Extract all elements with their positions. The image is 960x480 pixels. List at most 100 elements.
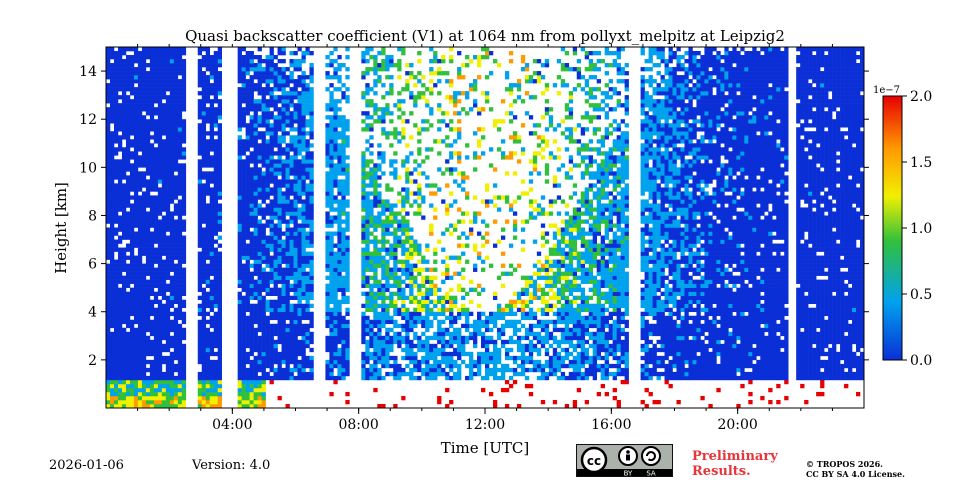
heatmap-cell [145, 247, 151, 252]
heatmap-cell [237, 367, 242, 373]
heatmap-cell [237, 167, 242, 172]
heatmap-cell [217, 187, 222, 192]
heatmap-cell [273, 251, 278, 256]
heatmap-cell [333, 139, 338, 144]
heatmap-cell [273, 207, 278, 212]
heatmap-cell [157, 375, 163, 381]
heatmap-cell [401, 135, 406, 140]
heatmap-cell [157, 303, 163, 309]
heatmap-cell [117, 119, 123, 124]
heatmap-cell [201, 331, 207, 337]
heatmap-cell [245, 343, 250, 349]
heatmap-cell [325, 371, 330, 377]
heatmap-cell [385, 199, 390, 204]
heatmap-cell [161, 399, 167, 405]
heatmap-cell [201, 123, 207, 128]
heatmap-cell [137, 147, 143, 152]
heatmap-cell [329, 123, 334, 128]
heatmap-cell [389, 319, 394, 325]
heatmap-cell [277, 319, 282, 325]
heatmap-cell [421, 295, 426, 300]
heatmap-cell [373, 271, 378, 276]
heatmap-cell [277, 351, 282, 357]
heatmap-cell [173, 135, 179, 140]
heatmap-cell [153, 355, 159, 361]
heatmap-cell [177, 47, 183, 52]
heatmap-cell [165, 183, 171, 188]
heatmap-cell [173, 195, 179, 200]
heatmap-cell [297, 75, 302, 80]
heatmap-cell [345, 167, 350, 172]
heatmap-cell [149, 327, 155, 333]
heatmap-cell [369, 295, 374, 300]
heatmap-cell [129, 255, 135, 260]
heatmap-cell [201, 163, 207, 168]
heatmap-cell [213, 283, 219, 288]
heatmap-cell [273, 271, 278, 276]
heatmap-cell [217, 403, 222, 408]
heatmap-cell [397, 75, 402, 80]
heatmap-cell [417, 95, 422, 100]
heatmap-cell [177, 243, 183, 248]
heatmap-cell [381, 95, 386, 100]
heatmap-cell [205, 107, 211, 112]
heatmap-cell [285, 91, 290, 96]
heatmap-cell [401, 207, 406, 212]
heatmap-cell [261, 367, 266, 373]
heatmap-cell [397, 287, 402, 292]
heatmap-cell [169, 83, 175, 88]
heatmap-cell [217, 111, 222, 116]
heatmap-cell [377, 251, 382, 256]
heatmap-cell [213, 219, 219, 224]
heatmap-cell [257, 279, 262, 284]
heatmap-cell [277, 199, 282, 204]
heatmap-cell [245, 139, 250, 144]
heatmap-cell [125, 47, 131, 52]
heatmap-cell [333, 179, 338, 184]
heatmap-cell [209, 247, 215, 252]
heatmap-cell [245, 183, 250, 188]
heatmap-cell [113, 283, 119, 288]
heatmap-cell [129, 103, 135, 108]
heatmap-cell [109, 131, 115, 136]
heatmap-cell [257, 387, 262, 393]
heatmap-cell [145, 343, 151, 349]
heatmap-cell [297, 135, 302, 140]
heatmap-cell [373, 167, 378, 172]
heatmap-cell [253, 367, 258, 373]
heatmap-cell [249, 335, 254, 341]
heatmap-cell [213, 255, 219, 260]
heatmap-cell [281, 95, 286, 100]
heatmap-cell [121, 375, 127, 381]
heatmap-cell [269, 103, 274, 108]
heatmap-cell [309, 75, 314, 80]
heatmap-cell [109, 347, 115, 353]
heatmap-cell [297, 59, 302, 64]
heatmap-cell [301, 147, 306, 152]
heatmap-cell [237, 211, 242, 216]
heatmap-cell [297, 295, 302, 300]
heatmap-cell [417, 335, 422, 341]
heatmap-cell [361, 227, 366, 232]
heatmap-cell [209, 251, 215, 256]
heatmap-cell [181, 223, 187, 228]
heatmap-cell [153, 235, 159, 240]
heatmap-cell [269, 323, 274, 329]
heatmap-cell [109, 295, 115, 300]
heatmap-cell [205, 347, 211, 353]
heatmap-cell [149, 279, 155, 284]
heatmap-cell [133, 287, 139, 292]
heatmap-cell [141, 323, 147, 329]
heatmap-cell [201, 379, 207, 385]
heatmap-cell [113, 191, 119, 196]
heatmap-cell [301, 235, 306, 240]
heatmap-cell [153, 343, 159, 349]
heatmap-cell [425, 319, 430, 325]
heatmap-cell [117, 251, 123, 256]
heatmap-cell [417, 343, 422, 349]
heatmap-cell [421, 331, 426, 337]
heatmap-cell [113, 335, 119, 341]
heatmap-cell [365, 91, 370, 96]
heatmap-cell [137, 175, 143, 180]
heatmap-cell [325, 63, 330, 68]
